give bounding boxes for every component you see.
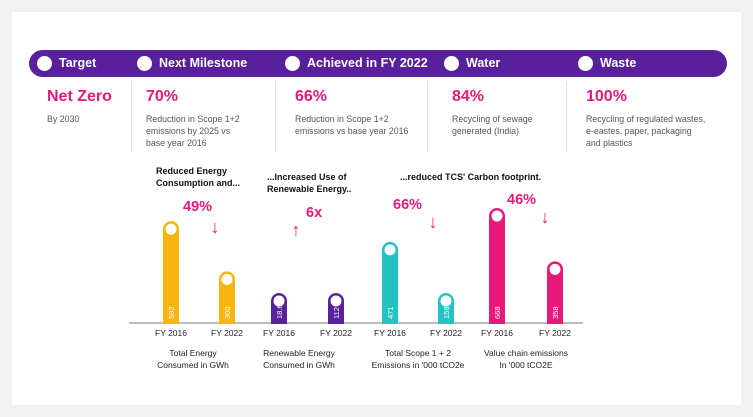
x-tick-label: FY 2022 — [430, 328, 462, 338]
bar — [547, 261, 563, 324]
timeline-label: Waste — [600, 56, 637, 70]
bar-cap-dot — [491, 210, 503, 222]
bar-cap-dot — [221, 273, 233, 285]
bar-cap-dot — [330, 295, 342, 307]
info-text: e-eastes, paper, packaging — [586, 126, 692, 136]
info-value: 66% — [295, 88, 328, 105]
info-waste: 100% Recycling of regulated wastes, e-ea… — [586, 88, 705, 149]
divider — [427, 82, 428, 152]
chart-title: In '000 tCO2E — [499, 360, 552, 370]
x-tick-label: FY 2016 — [374, 328, 406, 338]
x-tick-label: FY 2022 — [539, 328, 571, 338]
timeline-dot — [578, 56, 593, 71]
chart-title: Consumed in GWh — [263, 360, 335, 370]
bar-base — [163, 313, 179, 324]
info-text: Reduction in Scope 1+2 — [146, 114, 240, 124]
bar-base — [547, 313, 563, 324]
arrow-down-icon: ↓ — [211, 217, 220, 237]
timeline-dot — [285, 56, 300, 71]
chart-title: Consumed in GWh — [157, 360, 229, 370]
bar-base — [328, 313, 344, 324]
bar-value-label: 471 — [386, 306, 395, 319]
bar-cap-dot — [384, 244, 396, 256]
bar-base — [382, 313, 398, 324]
bar — [382, 241, 398, 324]
bar-value-label: 300 — [223, 306, 232, 319]
chart-change-value: 66% — [393, 197, 422, 213]
chart-title: Total Energy — [169, 348, 217, 358]
info-value: 70% — [146, 88, 179, 105]
timeline-dot — [137, 56, 152, 71]
info-text: and plastics — [586, 138, 633, 148]
chart-caption: Consumption and... — [156, 178, 240, 188]
bar-cap-dot — [549, 263, 561, 275]
x-tick-label: FY 2016 — [481, 328, 513, 338]
info-text: generated (India) — [452, 126, 519, 136]
x-tick-label: FY 2016 — [155, 328, 187, 338]
info-achieved: 66% Reduction in Scope 1+2 emissions vs … — [295, 88, 408, 137]
chart-caption: Reduced Energy — [156, 166, 227, 176]
info-next-milestone: 70% Reduction in Scope 1+2 emissions by … — [146, 88, 240, 149]
bar-base — [489, 313, 505, 324]
info-water: 84% Recycling of sewage generated (India… — [452, 88, 533, 137]
arrow-down-icon: ↓ — [429, 212, 438, 232]
bar-value-label: 592 — [167, 306, 176, 319]
chart-title: Value chain emissions — [484, 348, 568, 358]
divider — [566, 82, 567, 152]
info-text: Recycling of regulated wastes, — [586, 114, 706, 124]
bar-base — [438, 313, 454, 324]
info-value: 84% — [452, 88, 485, 105]
info-text: emissions vs base year 2016 — [295, 126, 409, 136]
bar-base — [219, 313, 235, 324]
chart-change-value: 6x — [306, 205, 322, 221]
chart-title: Renewable Energy — [263, 348, 336, 358]
info-target: Net Zero By 2030 — [47, 88, 112, 125]
bar — [163, 221, 179, 324]
info-text: By 2030 — [47, 114, 80, 124]
infographic-card — [12, 12, 741, 405]
timeline-bar: Target Next Milestone Achieved in FY 202… — [29, 50, 727, 77]
timeline-label: Target — [59, 56, 97, 70]
info-value: Net Zero — [47, 88, 112, 105]
bar-value-label: 18.6 — [275, 304, 284, 319]
arrow-up-icon: ↑ — [292, 220, 301, 240]
info-value: 100% — [586, 88, 627, 105]
chart-change-value: 46% — [507, 192, 536, 208]
timeline-label: Next Milestone — [159, 56, 248, 70]
info-text: emissions by 2025 vs — [146, 126, 231, 136]
info-text: Recycling of sewage — [452, 114, 533, 124]
bar-value-label: 158 — [442, 306, 451, 319]
chart-title: Total Scope 1 + 2 — [385, 348, 451, 358]
timeline-dot — [37, 56, 52, 71]
bar-value-label: 112 — [332, 307, 341, 319]
chart-caption: ...Increased Use of — [267, 172, 348, 182]
divider — [275, 82, 276, 152]
arrow-down-icon: ↓ — [541, 207, 550, 227]
bar-cap-dot — [165, 223, 177, 235]
x-tick-label: FY 2016 — [263, 328, 295, 338]
bar-value-label: 358 — [551, 306, 560, 319]
bar-base — [271, 313, 287, 324]
bar-value-label: 668 — [493, 306, 502, 319]
timeline-label: Water — [466, 56, 501, 70]
chart-caption: Renewable Energy.. — [267, 184, 351, 194]
timeline-dot — [444, 56, 459, 71]
bar — [489, 208, 505, 324]
x-tick-label: FY 2022 — [211, 328, 243, 338]
timeline-label: Achieved in FY 2022 — [307, 56, 428, 70]
info-text: Reduction in Scope 1+2 — [295, 114, 389, 124]
bar-cap-dot — [440, 295, 452, 307]
divider — [131, 82, 132, 152]
chart-change-value: 49% — [183, 199, 212, 215]
x-tick-label: FY 2022 — [320, 328, 352, 338]
bar-cap-dot — [273, 295, 285, 307]
info-text: base year 2016 — [146, 138, 207, 148]
chart-title: Emissions in '000 tCO2e — [372, 360, 465, 370]
chart-caption: ...reduced TCS' Carbon footprint. — [400, 172, 541, 182]
bar — [219, 271, 235, 324]
